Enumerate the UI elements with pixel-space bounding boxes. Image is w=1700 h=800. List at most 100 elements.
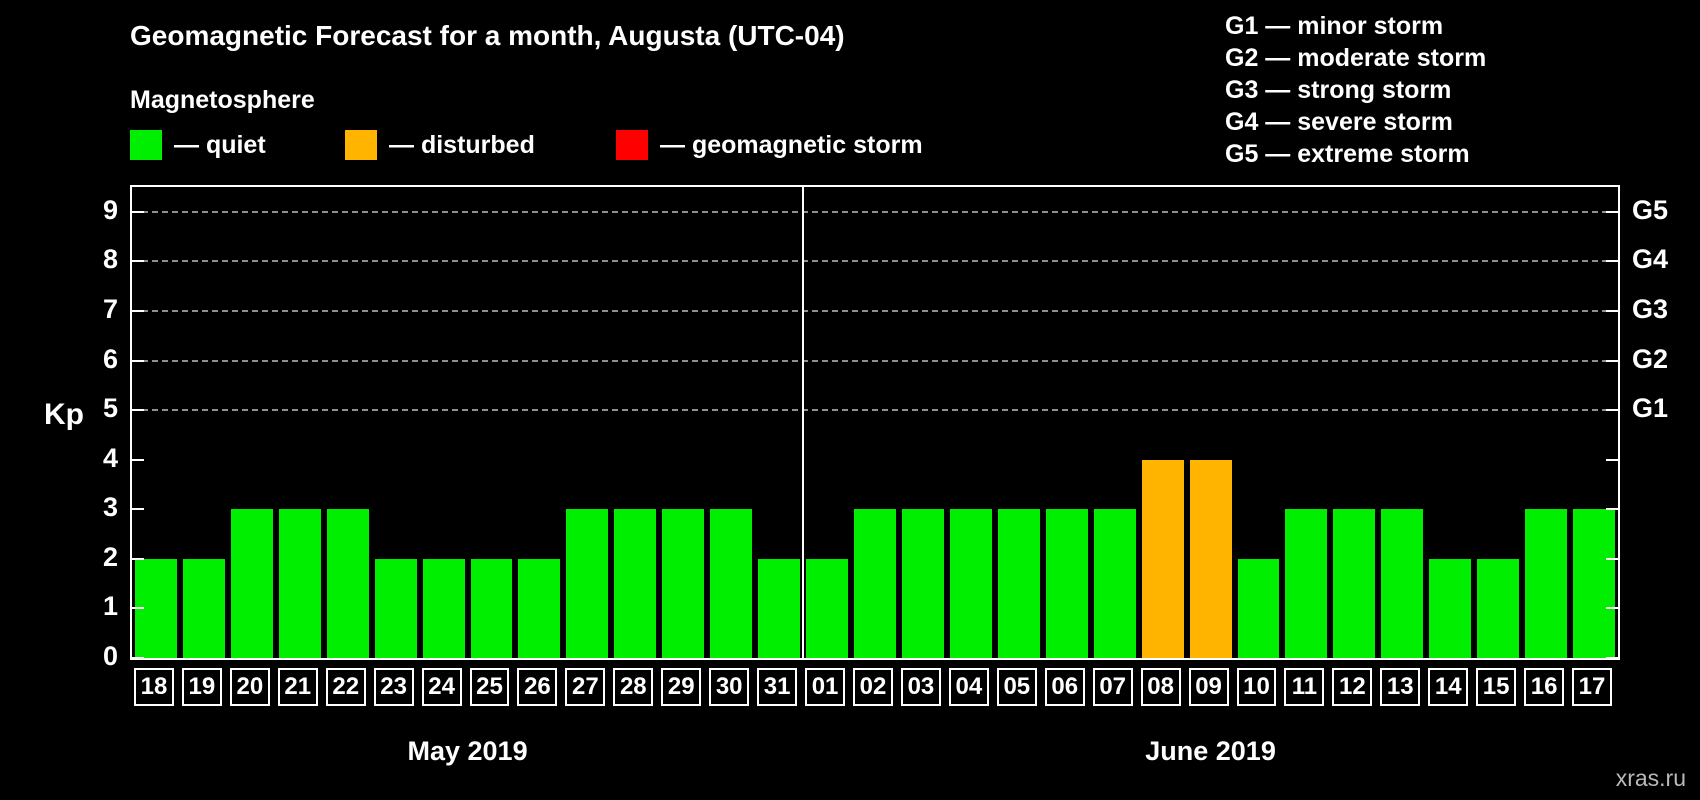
kp-bar-day-28	[614, 509, 657, 658]
day-label-03: 03	[900, 668, 941, 706]
kp-bar-day-25	[470, 558, 513, 658]
g-scale-legend: G1 — minor storm G2 — moderate storm G3 …	[1225, 10, 1486, 170]
y-tick-label-2: 2	[102, 541, 118, 572]
day-label-04: 04	[948, 668, 989, 706]
day-label-14: 14	[1428, 668, 1469, 706]
day-label-26: 26	[517, 668, 558, 706]
gridline-kp-7	[132, 309, 1618, 312]
day-label-20: 20	[229, 668, 270, 706]
kp-bar-day-07	[1093, 509, 1136, 658]
g5-legend-line: G5 — extreme storm	[1225, 140, 1470, 168]
y-tick-label-8: 8	[102, 244, 118, 275]
kp-bar-day-23	[374, 558, 417, 658]
kp-bar-day-13	[1381, 509, 1424, 658]
kp-bar-day-11	[1285, 509, 1328, 658]
day-label-23: 23	[373, 668, 414, 706]
kp-bar-day-27	[566, 509, 609, 658]
kp-bar-day-03	[901, 509, 944, 658]
g1-legend-line: G1 — minor storm	[1225, 12, 1444, 40]
kp-bar-day-01	[806, 558, 849, 658]
kp-bar-day-06	[1045, 509, 1088, 658]
plot-area	[130, 185, 1620, 660]
day-label-02: 02	[853, 668, 893, 706]
y-axis-label: Kp	[44, 398, 84, 431]
g-axis-label-G2: G2	[1632, 343, 1669, 374]
day-label-31: 31	[757, 668, 798, 706]
kp-bar-day-05	[997, 509, 1040, 658]
kp-bar-day-04	[949, 509, 992, 658]
magnetosphere-label: Magnetosphere	[130, 86, 315, 114]
kp-bar-day-24	[422, 558, 465, 658]
y-tick-label-4: 4	[102, 442, 118, 473]
day-label-11: 11	[1284, 668, 1325, 706]
gridline-kp-5	[132, 409, 1618, 412]
kp-bar-day-18	[135, 558, 177, 658]
g-axis-label-G5: G5	[1632, 194, 1669, 225]
kp-bar-day-30	[710, 509, 753, 658]
kp-bar-day-02	[854, 509, 896, 658]
day-label-10: 10	[1236, 668, 1277, 706]
day-label-19: 19	[181, 668, 222, 706]
day-label-07: 07	[1092, 668, 1133, 706]
g4-legend-line: G4 — severe storm	[1225, 108, 1453, 136]
g3-legend-line: G3 — strong storm	[1225, 76, 1452, 104]
kp-bar-day-31	[758, 558, 801, 658]
storm-color-swatch	[616, 130, 648, 160]
day-label-05: 05	[996, 668, 1037, 706]
day-label-01: 01	[805, 668, 846, 706]
legend-disturbed-label: — disturbed	[389, 130, 535, 159]
g-axis-label-G3: G3	[1632, 293, 1669, 324]
day-label-24: 24	[421, 668, 462, 706]
kp-bar-day-29	[662, 509, 705, 658]
watermark: xras.ru	[1615, 765, 1686, 791]
kp-bar-day-16	[1525, 509, 1568, 658]
month-separator	[802, 187, 805, 658]
kp-bar-day-15	[1477, 558, 1520, 658]
day-label-22: 22	[325, 668, 366, 706]
chart-title: Geomagnetic Forecast for a month, August…	[130, 20, 845, 51]
kp-bar-day-26	[518, 558, 561, 658]
kp-bar-day-20	[230, 509, 273, 658]
gridline-kp-6	[132, 359, 1618, 362]
day-label-30: 30	[709, 668, 750, 706]
y-tick-label-7: 7	[102, 293, 118, 324]
kp-bar-day-08	[1141, 459, 1184, 658]
y-tick-label-6: 6	[102, 343, 118, 374]
kp-bar-day-21	[278, 509, 321, 658]
day-label-21: 21	[277, 668, 318, 706]
day-label-06: 06	[1044, 668, 1085, 706]
kp-bar-day-10	[1237, 558, 1280, 658]
month-label: May 2019	[407, 736, 528, 766]
y-tick-label-1: 1	[102, 591, 118, 622]
legend-quiet-label: — quiet	[174, 130, 266, 159]
kp-bar-day-12	[1333, 509, 1376, 658]
kp-bar-day-09	[1189, 459, 1232, 658]
disturbed-color-swatch	[345, 130, 377, 160]
day-label-08: 08	[1140, 668, 1181, 706]
kp-bar-day-19	[182, 558, 225, 658]
gridline-kp-8	[132, 260, 1618, 263]
y-tick-label-9: 9	[102, 194, 118, 225]
g2-legend-line: G2 — moderate storm	[1225, 44, 1487, 72]
legend-storm-label: — geomagnetic storm	[660, 130, 923, 159]
g-axis-label-G4: G4	[1632, 244, 1669, 275]
month-label: June 2019	[1145, 736, 1276, 766]
day-label-17: 17	[1572, 668, 1612, 706]
gridline-kp-9	[132, 210, 1618, 213]
y-tick-label-0: 0	[102, 641, 118, 671]
g-axis-label-G1: G1	[1632, 393, 1669, 424]
quiet-color-swatch	[130, 130, 162, 160]
day-label-13: 13	[1380, 668, 1421, 706]
day-label-29: 29	[661, 668, 702, 706]
day-label-09: 09	[1188, 668, 1229, 706]
kp-bar-day-22	[326, 509, 369, 658]
day-label-12: 12	[1332, 668, 1373, 706]
legend-item-quiet: — quiet	[130, 130, 266, 160]
kp-bar-day-14	[1429, 558, 1472, 658]
day-label-25: 25	[469, 668, 510, 706]
kp-bar-day-17	[1573, 509, 1615, 658]
day-label-18: 18	[134, 668, 174, 706]
day-label-28: 28	[613, 668, 654, 706]
legend-item-storm: — geomagnetic storm	[616, 130, 923, 160]
